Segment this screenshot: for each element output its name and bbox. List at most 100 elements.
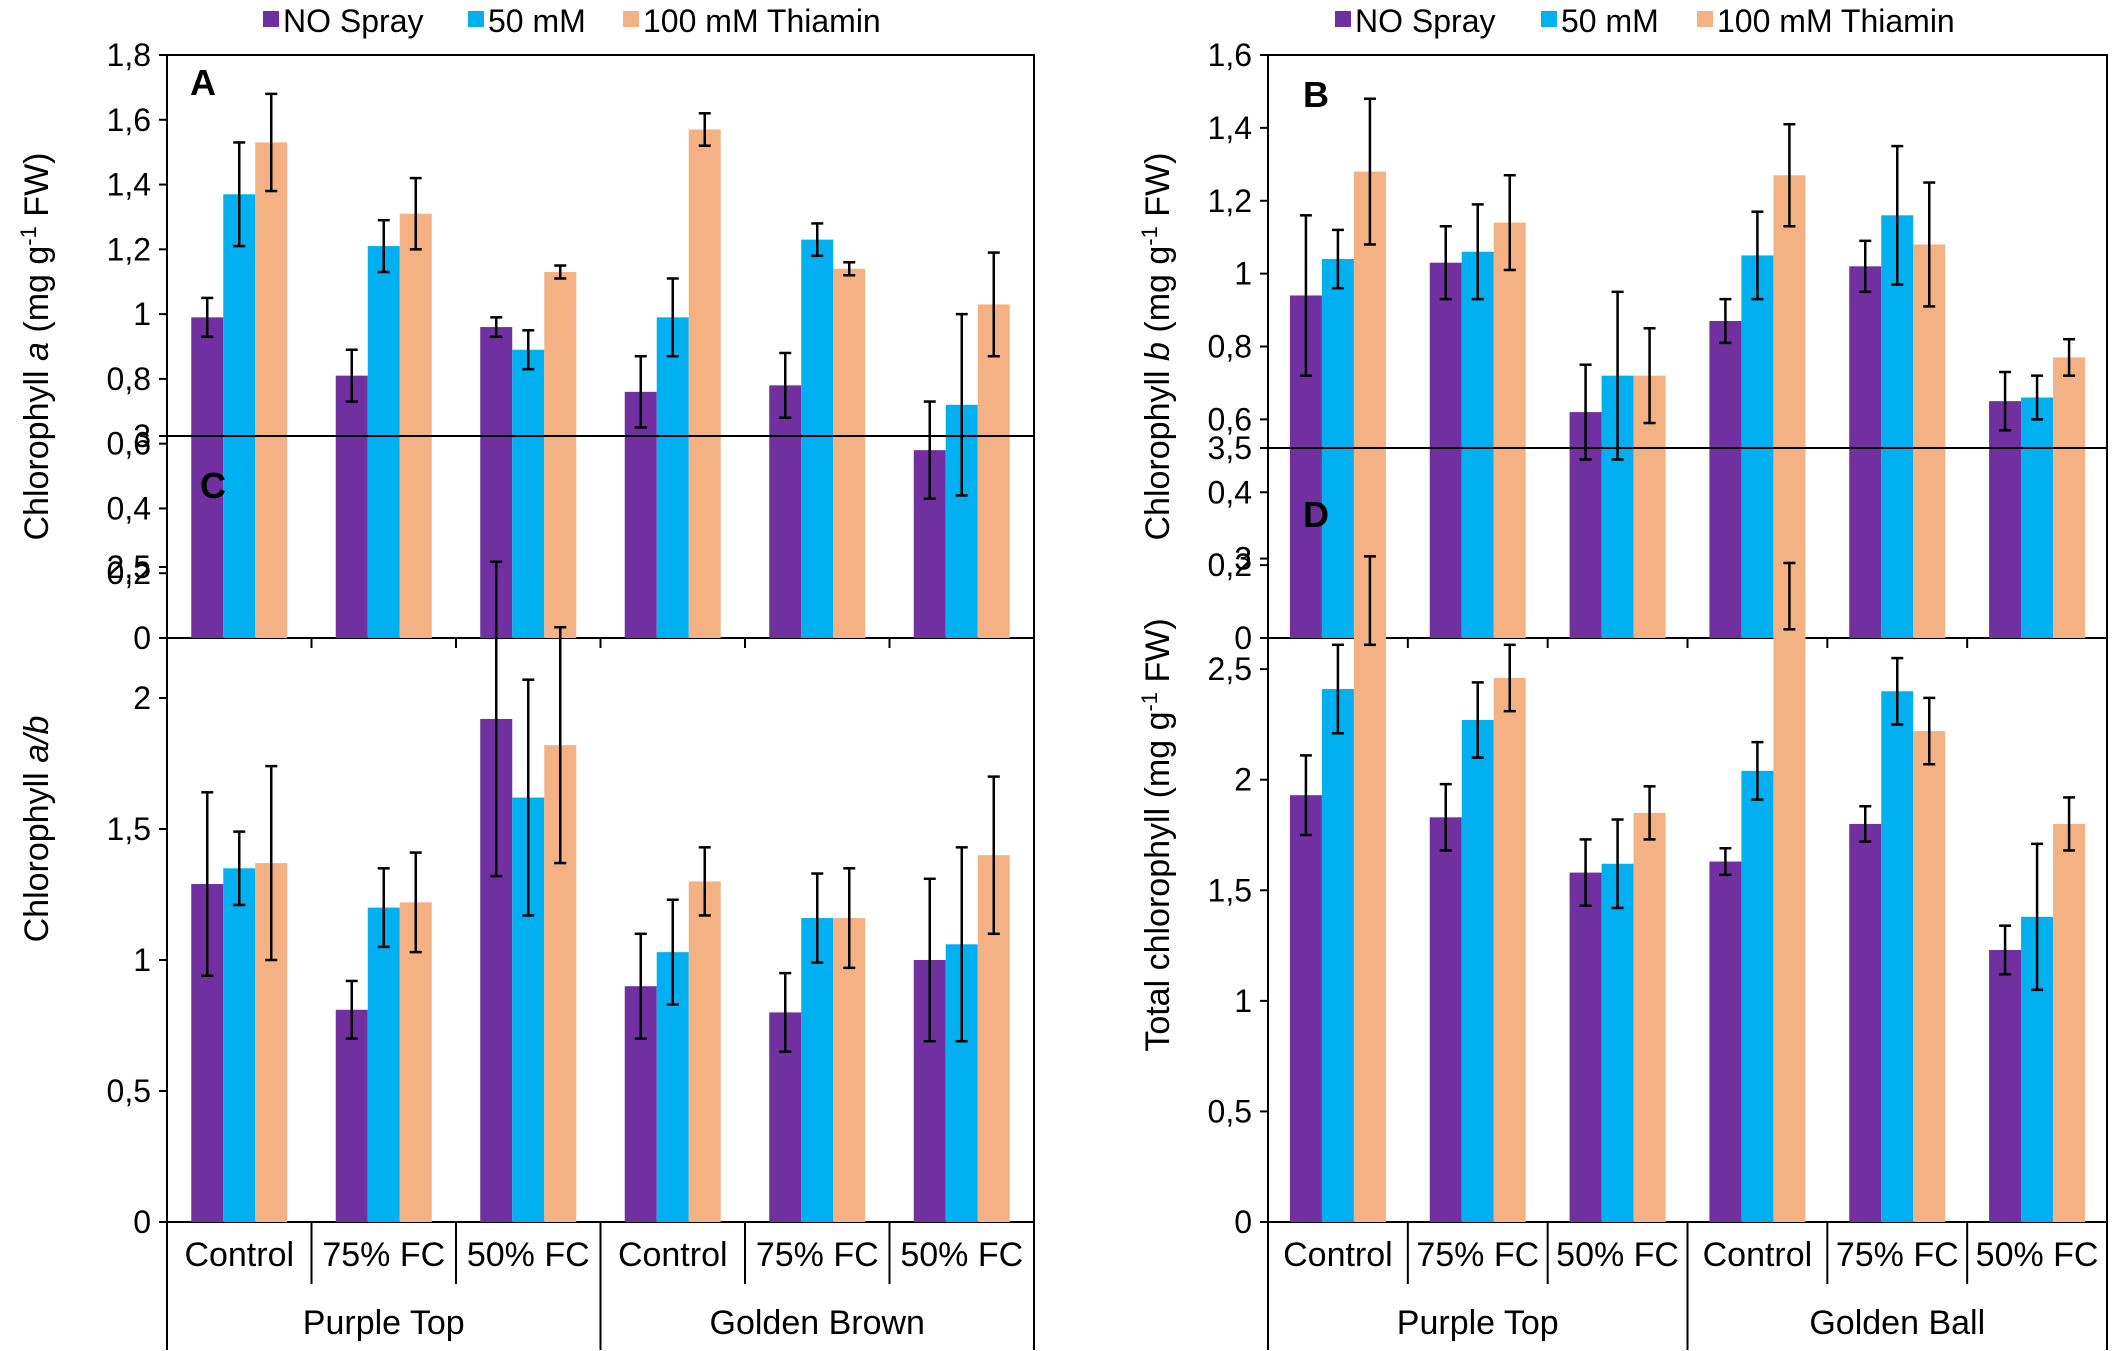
y-tick-label: 1,4 <box>1208 110 1252 146</box>
panel-d: 0 0,5 1 1,5 2 2,5 3 3,5 D Total chlorophyll (mg g… <box>1137 430 2108 1350</box>
bar-50-mm <box>1321 689 1354 1222</box>
bar-100-mm-thiamin <box>1493 677 1526 1222</box>
bar-no-spray <box>1429 817 1462 1222</box>
error-bar <box>987 251 1000 358</box>
panel-letter: B <box>1303 74 1329 115</box>
error-bar <box>1751 740 1764 801</box>
error-bar <box>955 312 968 497</box>
plot-frame <box>1267 54 2108 639</box>
error-bar <box>1331 643 1344 735</box>
error-bar <box>811 872 824 964</box>
category-label: 50% FC <box>1976 1236 2099 1274</box>
y-tick-label: 2 <box>133 680 151 716</box>
error-bar <box>1471 681 1484 759</box>
error-bar <box>811 222 824 258</box>
bar-100-mm-thiamin <box>1913 731 1946 1222</box>
y-tick-label: 0,5 <box>1208 1093 1252 1129</box>
category-label: 75% FC <box>1416 1236 1539 1274</box>
y-tick-label: 1,5 <box>107 811 151 847</box>
error-bar <box>2031 374 2044 421</box>
legend-label: 50 mM <box>488 3 586 39</box>
bar-50-mm <box>512 349 545 638</box>
y-tick-label: 0,6 <box>1208 401 1252 437</box>
error-bar <box>2063 796 2076 852</box>
y-tick-label: 1,2 <box>107 231 151 267</box>
error-bar <box>1719 297 1732 345</box>
bar-100-mm-thiamin <box>1773 175 1806 638</box>
panel-c: 0 0,5 1 1,5 2 2,5 3 C Chlorophyll a/b Control 75% … <box>18 418 1035 1350</box>
y-axis-title: Chlorophyll a/b <box>18 716 56 943</box>
error-bar <box>923 877 936 1043</box>
error-bar <box>265 92 278 193</box>
error-bar <box>779 351 792 420</box>
error-bar <box>1859 805 1872 843</box>
bar-50-mm <box>367 907 400 1222</box>
error-bar <box>923 400 936 500</box>
y-tick-label: 1,4 <box>107 167 151 203</box>
error-bar <box>1299 214 1312 377</box>
error-bar <box>1643 327 1656 425</box>
error-bar <box>1783 122 1796 228</box>
error-bar <box>1471 203 1484 301</box>
y-tick-label: 1,8 <box>107 37 151 73</box>
error-bar <box>1503 643 1516 713</box>
panel-b: 0 0,2 0,4 0,6 0,8 1 1,2 1,4 1,6 B Chlorophyll b (m… <box>1137 37 2108 656</box>
y-tick-label: 0 <box>1234 1204 1252 1240</box>
y-axis-title-part: Chlorophyll <box>1139 361 1177 541</box>
y-axis-title-part: FW) <box>1139 152 1177 226</box>
y-tick-label: 1,2 <box>1208 183 1252 219</box>
y-tick-label: 0 <box>133 620 151 656</box>
bar-50-mm <box>1741 770 1774 1222</box>
legend-swatch <box>468 11 484 27</box>
category-label: 75% FC <box>756 1236 879 1274</box>
y-tick-label: 0,8 <box>1208 329 1252 365</box>
error-bar <box>1579 838 1592 908</box>
error-bar <box>698 846 711 917</box>
y-axis-title-part: Chlorophyll <box>18 763 56 943</box>
category-label: 50% FC <box>1556 1236 1679 1274</box>
y-tick-label: 1 <box>133 296 151 332</box>
error-bar <box>1503 173 1516 272</box>
bar-no-spray <box>1569 872 1602 1222</box>
bar-50-mm <box>2021 397 2054 638</box>
error-bar <box>987 775 1000 936</box>
y-axis-title: Chlorophyll b (mg g-1 FW) <box>1137 152 1178 540</box>
bar-100-mm-thiamin <box>833 268 866 638</box>
category-label: Control <box>618 1236 728 1274</box>
legend-label: 100 mM Thiamin <box>643 3 881 39</box>
error-bar <box>1611 818 1624 910</box>
bar-100-mm-thiamin <box>1913 244 1946 638</box>
bar-100-mm-thiamin <box>1773 596 1806 1222</box>
plot-frame <box>1267 447 2108 1223</box>
category-label: Control <box>1703 1236 1813 1274</box>
error-bar <box>522 678 535 917</box>
bar-50-mm <box>801 918 834 1222</box>
y-tick-label: 1,6 <box>107 102 151 138</box>
y-axis-title: Chlorophyll a (mg g-1 FW) <box>16 152 57 540</box>
y-tick-label: 0,4 <box>1208 474 1252 510</box>
bar-no-spray <box>1989 401 2022 638</box>
legend-swatch <box>1541 11 1557 27</box>
y-tick-label: 1 <box>1234 256 1252 292</box>
bar-no-spray <box>1989 949 2022 1222</box>
error-bar <box>377 867 390 949</box>
bar-100-mm-thiamin <box>255 142 288 638</box>
y-tick-label: 1,5 <box>1208 872 1252 908</box>
error-bar <box>698 112 711 147</box>
y-tick-label: 1 <box>1234 983 1252 1019</box>
y-axis-title-part: a/b <box>18 716 56 763</box>
error-bar <box>522 329 535 371</box>
bar-100-mm-thiamin <box>544 272 577 638</box>
legend: NO Spray 50 mM 100 mM Thiamin <box>263 3 881 39</box>
error-bar <box>843 867 856 970</box>
bar-no-spray <box>769 385 802 638</box>
plot-frame <box>166 435 1035 1223</box>
legend-label: NO Spray <box>1355 3 1495 39</box>
y-tick-label: 3,5 <box>1208 430 1252 466</box>
panel-letter: A <box>190 62 216 103</box>
legend-label: 50 mM <box>1561 3 1659 39</box>
bar-100-mm-thiamin <box>399 213 432 638</box>
y-axis-title: Total chlorophyll (mg g-1 FW) <box>1137 618 1178 1051</box>
error-bar <box>1363 555 1376 647</box>
y-tick-label: 2,5 <box>1208 651 1252 687</box>
